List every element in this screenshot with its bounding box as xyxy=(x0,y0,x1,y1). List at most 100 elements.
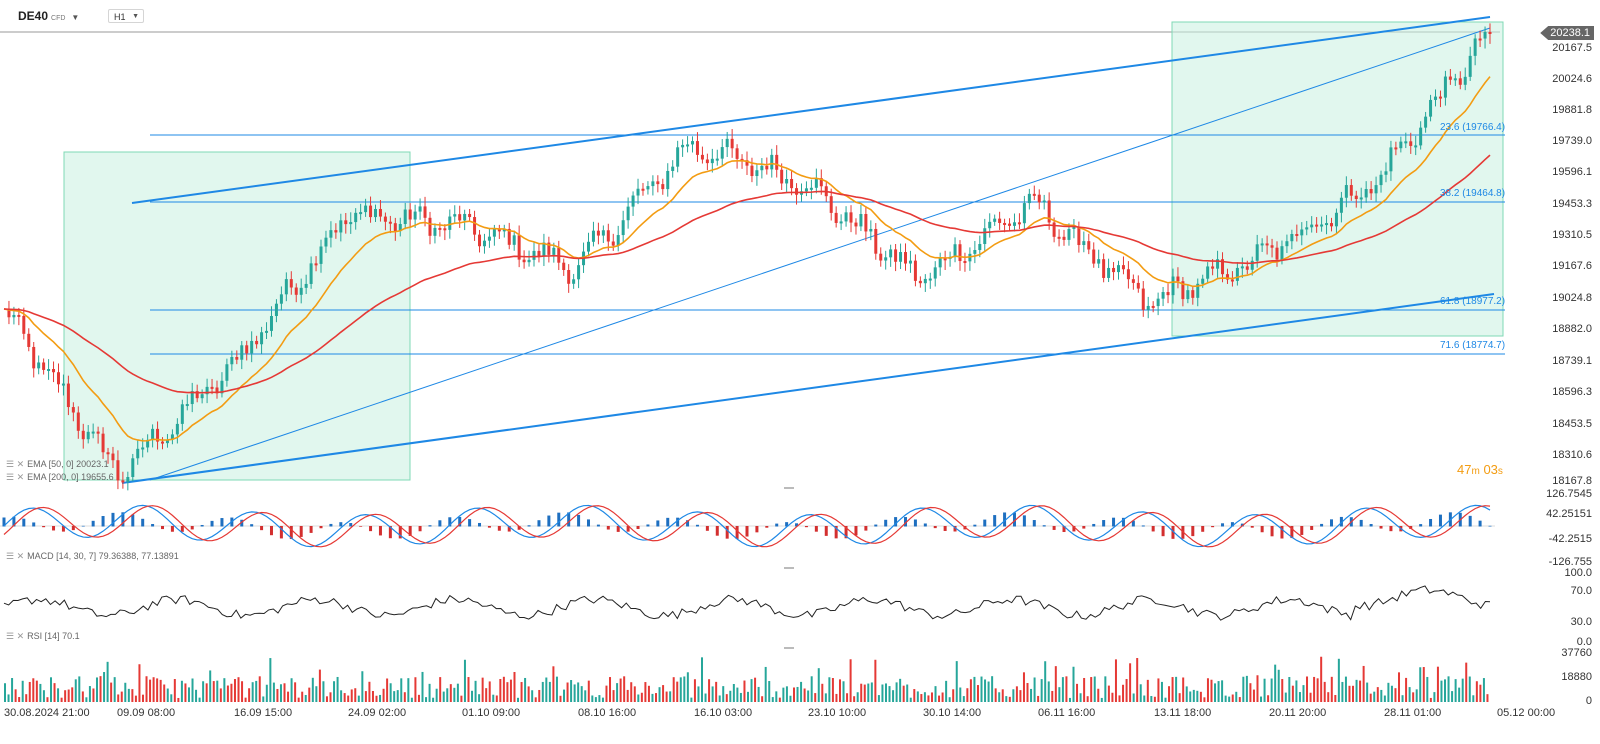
volume-bar xyxy=(686,672,689,702)
volume-bar xyxy=(1182,677,1185,702)
ema50-legend[interactable]: ☰ ✕ EMA [50, 0] 20023.1 xyxy=(6,459,109,470)
macd-histogram-bar xyxy=(448,517,452,527)
volume-bar xyxy=(552,666,555,702)
candle-body xyxy=(398,224,402,232)
volume-bar xyxy=(39,683,42,702)
settings-icon[interactable]: ☰ ✕ xyxy=(6,551,25,561)
candle-body xyxy=(1379,174,1383,186)
volume-bar xyxy=(1454,679,1457,702)
volume-bar xyxy=(449,684,452,702)
volume-bar xyxy=(1415,689,1418,702)
pane-resize-handle[interactable] xyxy=(784,567,794,569)
symbol-selector[interactable]: DE40 CFD ▼ xyxy=(18,9,79,23)
volume-bar xyxy=(1260,696,1263,702)
volume-axis-label: 18880 xyxy=(1561,671,1592,683)
volume-bar xyxy=(1125,679,1128,702)
settings-icon[interactable]: ☰ ✕ xyxy=(6,459,25,469)
volume-bar xyxy=(1199,691,1202,702)
macd-histogram-bar xyxy=(1052,526,1056,530)
macd-histogram-bar xyxy=(279,526,283,539)
candle-body xyxy=(255,340,259,345)
volume-bar xyxy=(1419,667,1422,702)
volume-bar xyxy=(853,696,856,702)
volume-bar xyxy=(771,697,774,702)
macd-histogram-bar xyxy=(626,526,630,532)
candle-body xyxy=(334,230,338,233)
macd-histogram-bar xyxy=(547,515,551,527)
volume-bar xyxy=(1380,689,1383,702)
candle-body xyxy=(730,138,734,149)
volume-bar xyxy=(1206,678,1209,702)
candle-body xyxy=(468,213,472,218)
candle-body xyxy=(170,434,174,440)
candle-body xyxy=(1201,278,1205,284)
macd-histogram-bar xyxy=(1121,517,1125,527)
candle-body xyxy=(854,222,858,227)
volume-bar xyxy=(814,693,817,702)
pane-resize-handle[interactable] xyxy=(784,647,794,649)
volume-bar xyxy=(1189,691,1192,702)
macd-legend[interactable]: ☰ ✕ MACD [14, 30, 7] 79.36388, 77.13891 xyxy=(6,551,179,562)
candle-body xyxy=(735,148,739,159)
volume-bar xyxy=(1383,695,1386,702)
volume-bar xyxy=(1291,685,1294,702)
macd-histogram-bar xyxy=(388,526,392,539)
volume-bar xyxy=(1136,658,1139,702)
candle-body xyxy=(586,241,590,252)
time-axis-label: 05.12 00:00 xyxy=(1497,707,1556,719)
volume-bar xyxy=(393,691,396,702)
candle-body xyxy=(725,138,729,148)
candle-body xyxy=(760,165,764,171)
volume-bar xyxy=(156,678,159,702)
volume-bar xyxy=(1344,676,1347,702)
candle-body xyxy=(1478,38,1482,41)
volume-bar xyxy=(672,677,675,702)
volume-bar xyxy=(803,688,806,702)
volume-bar xyxy=(1090,677,1093,702)
candle-body xyxy=(364,205,368,213)
volume-bar xyxy=(336,676,339,702)
candle-body xyxy=(740,158,744,161)
ema200-legend[interactable]: ☰ ✕ EMA [200, 0] 19655.6 xyxy=(6,472,114,483)
candle-body xyxy=(1394,147,1398,150)
macd-histogram-bar xyxy=(824,526,828,536)
volume-bar xyxy=(11,678,14,702)
volume-bar xyxy=(693,679,696,702)
candle-body xyxy=(750,165,754,177)
volume-bar xyxy=(325,696,328,702)
candle-body xyxy=(111,453,115,461)
settings-icon[interactable]: ☰ ✕ xyxy=(6,472,25,482)
volume-bar xyxy=(545,677,548,702)
macd-histogram-bar xyxy=(1201,526,1205,532)
macd-histogram-bar xyxy=(596,524,600,527)
volume-bar xyxy=(106,661,109,702)
volume-bar xyxy=(1114,659,1117,702)
candle-body xyxy=(86,431,90,440)
volume-bar xyxy=(1281,679,1284,702)
macd-histogram-bar xyxy=(1339,516,1343,527)
candle-body xyxy=(1280,246,1284,260)
macd-histogram-bar xyxy=(913,519,917,527)
macd-histogram-bar xyxy=(190,526,194,530)
candle-body xyxy=(478,234,482,247)
macd-histogram-bar xyxy=(1419,524,1423,527)
candle-body xyxy=(1126,269,1130,280)
candle-body xyxy=(686,144,690,147)
volume-bar xyxy=(938,695,941,702)
settings-icon[interactable]: ☰ ✕ xyxy=(6,631,25,641)
rsi-legend[interactable]: ☰ ✕ RSI [14] 70.1 xyxy=(6,631,80,642)
volume-bar xyxy=(913,689,916,702)
candle-body xyxy=(1463,76,1467,85)
volume-bar xyxy=(1348,685,1351,702)
timeframe-dropdown[interactable]: H1 ▼ xyxy=(108,9,144,23)
volume-bar xyxy=(541,681,544,702)
macd-histogram-bar xyxy=(814,526,818,532)
pane-resize-handle[interactable] xyxy=(784,487,794,489)
volume-bar xyxy=(1072,666,1075,702)
volume-bar xyxy=(499,679,502,702)
candle-body xyxy=(1453,78,1457,81)
volume-bar xyxy=(1065,676,1068,702)
macd-histogram-bar xyxy=(1112,517,1116,527)
candle-body xyxy=(1186,290,1190,300)
